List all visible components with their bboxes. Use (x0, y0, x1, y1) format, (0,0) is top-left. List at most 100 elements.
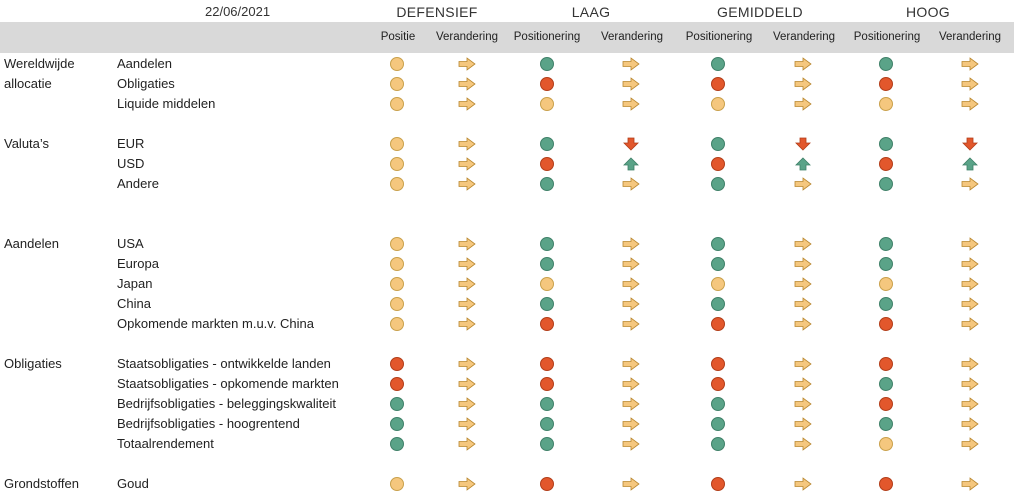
arrow-right-icon (621, 314, 641, 334)
position-positive-icon (537, 434, 557, 454)
circle-negative-icon (711, 157, 725, 171)
arrow-right-icon (961, 57, 979, 71)
circle-neutral-icon (879, 97, 893, 111)
col-header-positionering: Positionering (853, 31, 921, 43)
circle-neutral-icon (390, 177, 404, 191)
arrow-right-icon (794, 357, 812, 371)
group-hoog: HOOG (906, 4, 950, 20)
position-negative-icon (708, 74, 728, 94)
circle-positive-icon (879, 257, 893, 271)
arrow-down-icon (795, 137, 811, 151)
arrow-right-icon (457, 354, 477, 374)
row-label: Japan (117, 276, 153, 291)
position-positive-icon (708, 54, 728, 74)
position-negative-icon (387, 354, 407, 374)
arrow-right-icon (621, 174, 641, 194)
arrow-right-icon (793, 314, 813, 334)
arrow-right-icon (794, 257, 812, 271)
position-positive-icon (537, 54, 557, 74)
row-label: Obligaties (117, 76, 175, 91)
table-row: USD (0, 154, 1014, 174)
circle-positive-icon (879, 57, 893, 71)
arrow-up-icon (623, 157, 639, 171)
circle-positive-icon (711, 397, 725, 411)
circle-neutral-icon (879, 277, 893, 291)
table-row: Wereldwijde Aandelen (0, 54, 1014, 74)
table-row: Aandelen USA (0, 234, 1014, 254)
row-category: Aandelen (4, 236, 59, 251)
arrow-right-icon (961, 397, 979, 411)
row-label: China (117, 296, 151, 311)
arrow-right-icon (457, 74, 477, 94)
position-negative-icon (708, 374, 728, 394)
row-label: Staatsobligaties - opkomende markten (117, 376, 339, 391)
position-neutral-icon (387, 134, 407, 154)
arrow-right-icon (458, 177, 476, 191)
arrow-right-icon (457, 254, 477, 274)
arrow-right-icon (961, 477, 979, 491)
arrow-right-icon (793, 394, 813, 414)
position-positive-icon (708, 134, 728, 154)
circle-negative-icon (711, 317, 725, 331)
circle-neutral-icon (390, 477, 404, 491)
circle-positive-icon (711, 417, 725, 431)
position-negative-icon (876, 74, 896, 94)
arrow-down-icon (793, 134, 813, 154)
arrow-right-icon (960, 374, 980, 394)
arrow-right-icon (794, 377, 812, 391)
position-positive-icon (876, 234, 896, 254)
arrow-right-icon (458, 57, 476, 71)
arrow-right-icon (621, 474, 641, 494)
group-laag: LAAG (571, 4, 611, 20)
position-neutral-icon (387, 154, 407, 174)
position-negative-icon (537, 154, 557, 174)
circle-negative-icon (540, 357, 554, 371)
position-neutral-icon (387, 274, 407, 294)
circle-negative-icon (540, 317, 554, 331)
circle-neutral-icon (390, 77, 404, 91)
arrow-right-icon (794, 477, 812, 491)
col-header-verandering: Verandering (600, 31, 664, 43)
arrow-right-icon (794, 77, 812, 91)
arrow-right-icon (457, 294, 477, 314)
arrow-right-icon (794, 437, 812, 451)
circle-positive-icon (711, 297, 725, 311)
position-neutral-icon (387, 474, 407, 494)
position-neutral-icon (387, 174, 407, 194)
arrow-right-icon (458, 297, 476, 311)
circle-positive-icon (879, 137, 893, 151)
arrow-right-icon (793, 374, 813, 394)
position-positive-icon (537, 134, 557, 154)
circle-negative-icon (879, 357, 893, 371)
arrow-right-icon (794, 237, 812, 251)
circle-neutral-icon (390, 297, 404, 311)
position-positive-icon (708, 394, 728, 414)
arrow-right-icon (961, 257, 979, 271)
position-negative-icon (708, 354, 728, 374)
circle-positive-icon (390, 417, 404, 431)
position-positive-icon (876, 174, 896, 194)
table-row: Bedrijfsobligaties - beleggingskwaliteit (0, 394, 1014, 414)
position-neutral-icon (537, 274, 557, 294)
arrow-right-icon (793, 414, 813, 434)
row-category: Obligaties (4, 356, 62, 371)
arrow-right-icon (961, 317, 979, 331)
arrow-right-icon (793, 354, 813, 374)
arrow-right-icon (960, 414, 980, 434)
position-negative-icon (876, 394, 896, 414)
arrow-right-icon (458, 377, 476, 391)
arrow-right-icon (960, 234, 980, 254)
position-neutral-icon (387, 234, 407, 254)
table-row: Staatsobligaties - opkomende markten (0, 374, 1014, 394)
row-label: Aandelen (117, 56, 172, 71)
position-positive-icon (708, 174, 728, 194)
arrow-right-icon (794, 417, 812, 431)
circle-negative-icon (711, 357, 725, 371)
arrow-right-icon (458, 357, 476, 371)
circle-positive-icon (711, 137, 725, 151)
circle-neutral-icon (390, 157, 404, 171)
arrow-down-icon (962, 137, 978, 151)
arrow-right-icon (458, 237, 476, 251)
arrow-up-icon (793, 154, 813, 174)
arrow-right-icon (458, 97, 476, 111)
